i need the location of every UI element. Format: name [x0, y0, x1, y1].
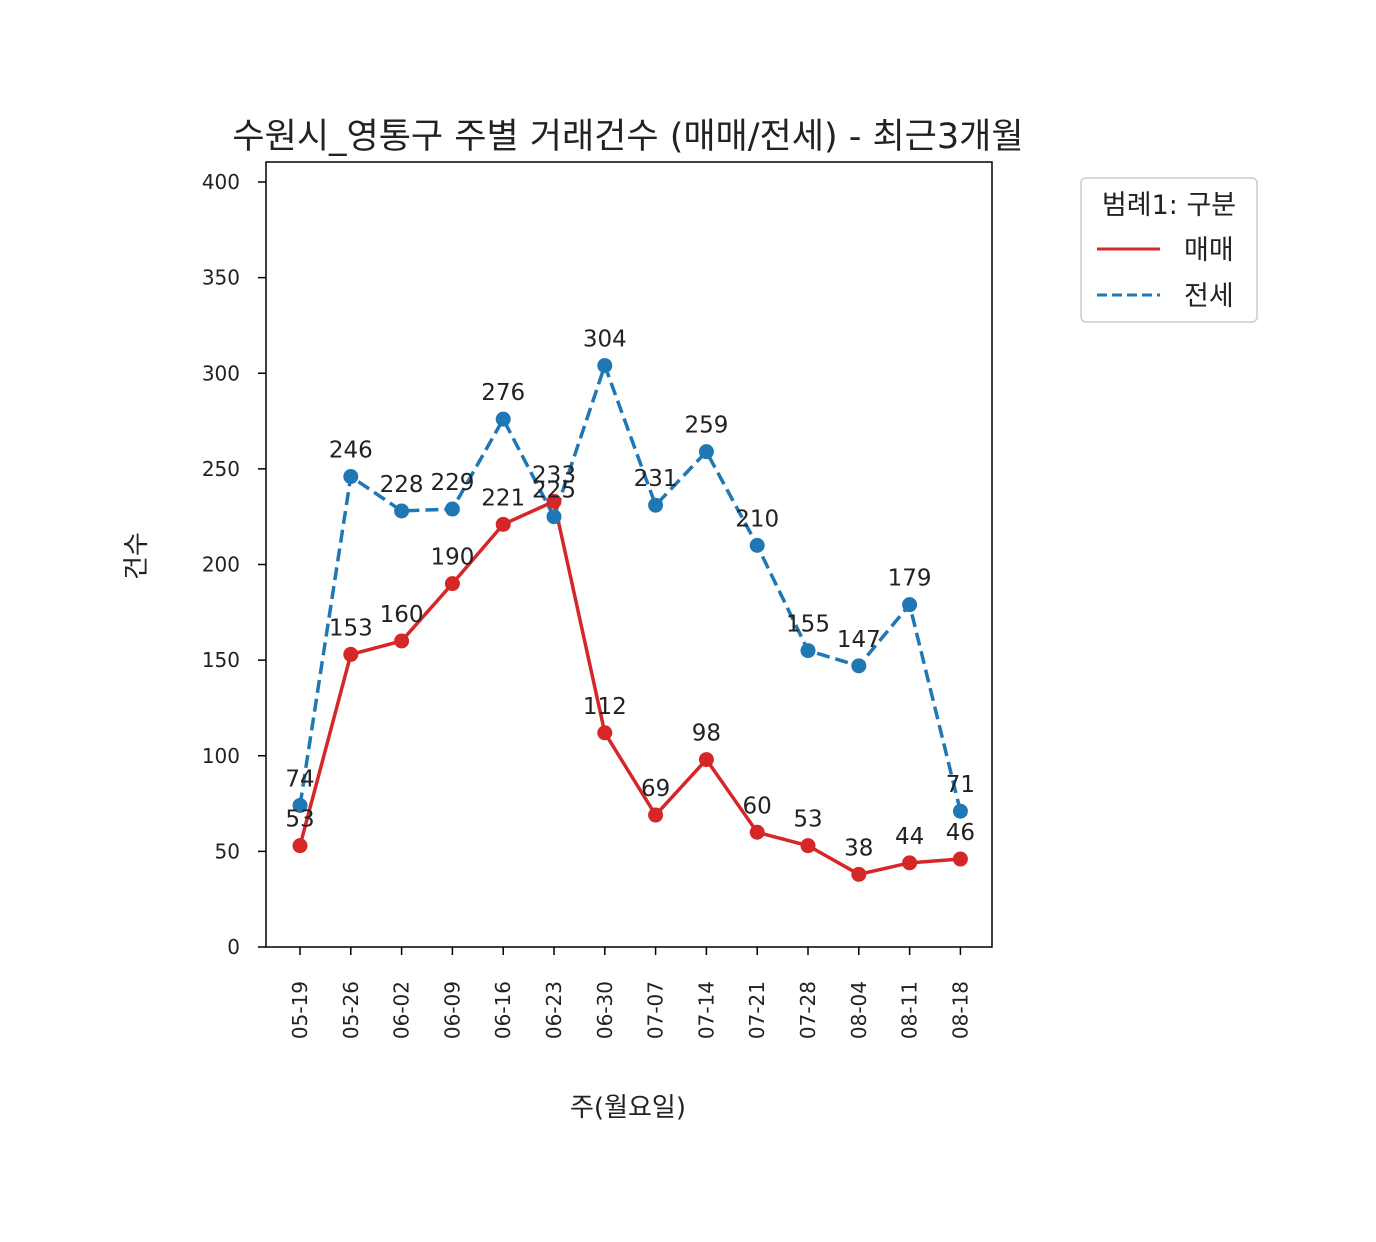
data-label: 44 [895, 824, 924, 850]
x-tick-label: 08-18 [948, 981, 972, 1039]
data-label: 153 [329, 615, 373, 641]
data-point-jeonse [902, 597, 918, 613]
data-label: 60 [743, 793, 772, 819]
y-tick-label: 150 [202, 648, 240, 672]
x-tick-label: 07-28 [796, 981, 820, 1039]
data-point-sale [902, 855, 918, 871]
x-tick-label: 06-09 [440, 981, 464, 1039]
data-label: 225 [532, 478, 576, 504]
x-tick-label: 05-19 [288, 981, 312, 1039]
series-line-sale [298, 499, 961, 877]
x-tick-label: 07-07 [644, 981, 668, 1039]
data-labels: 74 246 228 229 276 225 304 231 259 210 155 147 179 71… [285, 327, 975, 862]
data-point-jeonse [546, 509, 562, 525]
y-tick-label: 300 [202, 361, 240, 385]
data-point-sale [597, 725, 613, 741]
data-label: 147 [837, 627, 881, 653]
data-label: 221 [481, 485, 525, 511]
y-axis-label: 건수 [122, 532, 152, 580]
legend: 범례1: 구분 매매 전세 [1080, 177, 1258, 323]
y-tick-label: 100 [202, 744, 240, 768]
data-point-sale [546, 493, 562, 509]
data-label: 233 [532, 462, 576, 488]
y-tick-label: 200 [202, 553, 240, 577]
y-tick-label: 350 [202, 266, 240, 290]
series-line-jeonse [298, 363, 963, 812]
data-point-jeonse [952, 803, 968, 819]
data-point-sale [292, 838, 308, 854]
data-point-jeonse [749, 537, 765, 553]
data-point-sale [698, 752, 714, 768]
x-tick-label: 08-04 [847, 981, 871, 1039]
data-point-sale [749, 824, 765, 840]
data-point-sale [800, 838, 816, 854]
series-layer [292, 358, 968, 882]
data-label: 179 [888, 566, 932, 592]
x-tick-label: 06-02 [390, 981, 414, 1039]
data-label: 38 [844, 835, 873, 861]
x-axis-label: 주(월요일) [570, 1093, 686, 1123]
data-label: 276 [481, 380, 525, 406]
data-label: 304 [583, 327, 627, 353]
y-axis: 0 50 100 150 200 250 300 350 400 [202, 170, 266, 959]
data-label: 190 [430, 545, 474, 571]
data-label: 46 [946, 820, 975, 846]
data-label: 98 [692, 721, 721, 747]
x-tick-label: 07-14 [694, 981, 718, 1039]
y-tick-label: 0 [227, 935, 240, 959]
data-label: 259 [684, 413, 728, 439]
data-point-jeonse [800, 643, 816, 659]
legend-label-jeonse: 전세 [1184, 281, 1234, 312]
data-point-jeonse [495, 411, 511, 427]
data-point-jeonse [698, 444, 714, 460]
data-label: 210 [735, 506, 779, 532]
data-label: 231 [634, 466, 678, 492]
data-point-sale [343, 646, 359, 662]
data-point-jeonse [444, 501, 460, 517]
data-point-sale [495, 516, 511, 532]
data-point-sale [648, 807, 664, 823]
data-label: 228 [380, 472, 424, 498]
data-label: 69 [641, 776, 670, 802]
data-point-jeonse [851, 658, 867, 674]
y-tick-label: 250 [202, 457, 240, 481]
data-point-sale [952, 851, 968, 867]
x-axis: 05-19 05-26 06-02 06-09 06-16 06-23 06-30 07-07… [288, 947, 972, 1039]
data-point-jeonse [648, 497, 664, 513]
legend-title: 범례1: 구분 [1102, 190, 1236, 221]
data-label: 155 [786, 612, 830, 638]
data-label: 229 [430, 470, 474, 496]
y-tick-label: 400 [202, 170, 240, 194]
x-tick-label: 06-23 [542, 981, 566, 1039]
data-label: 112 [583, 694, 627, 720]
data-label: 160 [380, 602, 424, 628]
data-point-jeonse [343, 469, 359, 485]
data-label: 74 [285, 766, 314, 792]
plot-frame [265, 161, 993, 948]
data-point-jeonse [394, 503, 410, 519]
data-label: 71 [946, 772, 975, 798]
data-label: 246 [329, 438, 373, 464]
chart-title: 수원시_영통구 주별 거래건수 (매매/전세) - 최근3개월 [232, 117, 1023, 157]
data-point-jeonse [597, 358, 613, 374]
x-tick-label: 07-21 [745, 981, 769, 1039]
data-point-sale [394, 633, 410, 649]
data-point-sale [851, 866, 867, 882]
x-tick-label: 06-16 [491, 981, 515, 1039]
x-tick-label: 06-30 [593, 981, 617, 1039]
data-label: 53 [285, 807, 314, 833]
y-tick-label: 50 [215, 839, 240, 863]
x-tick-label: 08-11 [898, 981, 922, 1039]
data-label: 53 [793, 807, 822, 833]
legend-label-sale: 매매 [1184, 235, 1234, 266]
data-point-jeonse [292, 797, 308, 813]
x-tick-label: 05-26 [339, 981, 363, 1039]
data-point-sale [444, 576, 460, 592]
legend-box [1080, 177, 1258, 323]
